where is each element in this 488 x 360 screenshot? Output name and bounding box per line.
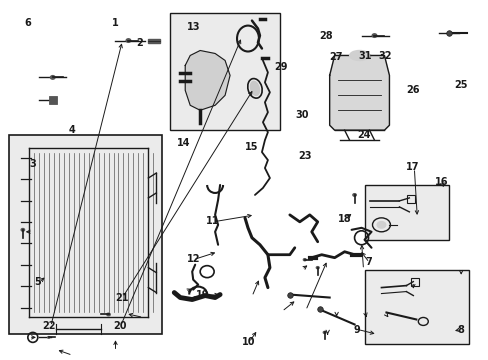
Text: 14: 14 xyxy=(177,139,190,148)
Text: 6: 6 xyxy=(24,18,31,28)
Text: 13: 13 xyxy=(186,22,200,32)
Text: 11: 11 xyxy=(205,216,219,226)
Text: 21: 21 xyxy=(115,293,128,303)
Text: 8: 8 xyxy=(457,325,464,335)
Ellipse shape xyxy=(20,228,25,232)
Text: 7: 7 xyxy=(365,257,371,267)
Text: 3: 3 xyxy=(29,159,36,169)
Ellipse shape xyxy=(50,75,56,80)
Bar xyxy=(364,270,468,345)
Ellipse shape xyxy=(125,38,131,43)
Ellipse shape xyxy=(47,336,50,339)
Ellipse shape xyxy=(302,258,306,261)
Text: 22: 22 xyxy=(42,321,55,331)
Ellipse shape xyxy=(322,331,326,334)
Bar xyxy=(410,278,419,285)
Ellipse shape xyxy=(371,33,377,38)
Polygon shape xyxy=(329,55,388,130)
Text: 12: 12 xyxy=(186,254,200,264)
Bar xyxy=(49,96,57,104)
Ellipse shape xyxy=(106,312,111,316)
Text: 15: 15 xyxy=(244,142,258,152)
Text: 32: 32 xyxy=(377,51,391,61)
Text: 29: 29 xyxy=(274,62,287,72)
Text: 31: 31 xyxy=(358,51,371,61)
Text: 28: 28 xyxy=(319,31,332,41)
Text: 25: 25 xyxy=(453,80,467,90)
Text: 30: 30 xyxy=(295,110,308,120)
Bar xyxy=(170,13,279,130)
Bar xyxy=(364,185,448,240)
Text: 20: 20 xyxy=(113,321,127,331)
Text: 26: 26 xyxy=(405,85,418,95)
Ellipse shape xyxy=(249,81,260,96)
Text: 27: 27 xyxy=(328,52,342,62)
Polygon shape xyxy=(185,50,229,110)
Ellipse shape xyxy=(240,28,255,49)
Text: 9: 9 xyxy=(352,325,359,335)
Ellipse shape xyxy=(315,266,319,269)
Bar xyxy=(407,195,414,203)
Ellipse shape xyxy=(351,193,356,197)
Text: 23: 23 xyxy=(298,150,311,161)
Bar xyxy=(9,135,162,334)
Text: 10: 10 xyxy=(241,337,255,347)
Text: 5: 5 xyxy=(34,277,41,287)
Polygon shape xyxy=(148,39,160,42)
Text: 18: 18 xyxy=(337,214,350,224)
Text: 19: 19 xyxy=(196,291,209,301)
Ellipse shape xyxy=(376,221,386,229)
Text: 16: 16 xyxy=(434,177,447,187)
Text: 24: 24 xyxy=(356,130,370,140)
Text: 17: 17 xyxy=(405,162,418,172)
Text: 1: 1 xyxy=(112,18,119,28)
Text: 4: 4 xyxy=(68,125,75,135)
Ellipse shape xyxy=(349,50,369,60)
Text: 2: 2 xyxy=(136,38,143,48)
